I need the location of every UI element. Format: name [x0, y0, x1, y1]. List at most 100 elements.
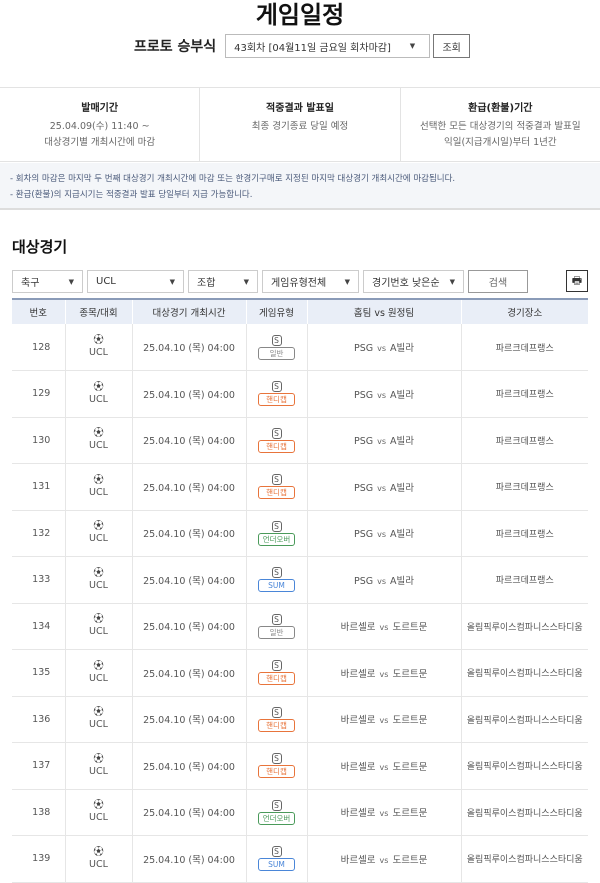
table-row[interactable]: 132 ⚽︎ UCL 25.04.10 (목) 04:00 S 언더오버 PSG vs…: [12, 510, 588, 557]
match-number: 139: [12, 835, 65, 883]
match-time: 25.04.10 (목) 04:00: [131, 696, 246, 743]
teams: PSG vs A빌라: [306, 463, 461, 511]
info-text: 대상경기별 개최시간에 마감: [44, 137, 156, 148]
sport-league: ⚽︎ UCL: [64, 835, 132, 883]
away-team: 도르트문: [392, 761, 428, 773]
league-name: UCL: [89, 393, 108, 405]
game-type: S 핸디캡: [245, 649, 307, 697]
away-team: A빌라: [390, 389, 414, 401]
match-number: 135: [12, 649, 65, 697]
info-text: 익일(지급개시일)부터 1년간: [444, 137, 557, 148]
home-team: PSG: [353, 575, 374, 587]
soccer-ball-icon: ⚽︎: [93, 567, 104, 579]
game-type: S 핸디캡: [245, 417, 307, 464]
venue: 파르크데프랭스: [460, 463, 588, 511]
single-game-icon: S: [271, 846, 282, 858]
league-name: UCL: [89, 486, 108, 498]
game-type: S 핸디캡: [245, 370, 307, 418]
sport-league: ⚽︎ UCL: [64, 510, 132, 557]
round-select[interactable]: 43회차 [04월11일 금요일 회차마감] ▼: [225, 34, 431, 58]
lookup-button[interactable]: 조회: [433, 34, 471, 58]
single-game-icon: S: [271, 334, 282, 346]
table-row[interactable]: 136 ⚽︎ UCL 25.04.10 (목) 04:00 S 핸디캡 바르셀로 vs…: [12, 696, 588, 743]
soccer-ball-icon: ⚽︎: [93, 753, 104, 765]
home-team: 바르셀로: [340, 854, 376, 866]
table-row[interactable]: 138 ⚽︎ UCL 25.04.10 (목) 04:00 S 언더오버 바르셀로 v…: [12, 789, 588, 836]
match-time: 25.04.10 (목) 04:00: [131, 463, 246, 511]
venue: 올림픽루이스컴파니스스타디움: [460, 696, 588, 743]
game-type-badge: 핸디캡: [258, 393, 295, 407]
sport-league: ⚽︎ UCL: [64, 603, 132, 650]
league-name: UCL: [89, 858, 108, 870]
sort-select[interactable]: 경기번호 낮은순 ▼: [363, 270, 464, 293]
section-title: 대상경기: [12, 238, 68, 256]
match-time: 25.04.10 (목) 04:00: [131, 417, 246, 464]
match-time: 25.04.10 (목) 04:00: [131, 789, 246, 836]
chevron-down-icon: ▼: [449, 277, 455, 286]
league-name: UCL: [89, 812, 108, 824]
table-row[interactable]: 135 ⚽︎ UCL 25.04.10 (목) 04:00 S 핸디캡 바르셀로 vs…: [12, 649, 588, 697]
search-button[interactable]: 검색: [468, 270, 528, 293]
table-row[interactable]: 137 ⚽︎ UCL 25.04.10 (목) 04:00 S 핸디캡 바르셀로 vs…: [12, 742, 588, 790]
away-team: A빌라: [390, 436, 414, 448]
match-number: 133: [12, 556, 65, 604]
col-time: 대상경기 개최시간: [131, 298, 246, 324]
venue: 파르크데프랭스: [460, 324, 588, 371]
venue: 파르크데프랭스: [460, 510, 588, 557]
page-title: 게임일정: [255, 1, 345, 29]
sport-league: ⚽︎ UCL: [64, 370, 132, 418]
away-team: 도르트문: [392, 854, 428, 866]
league-name: UCL: [89, 719, 108, 731]
game-type-badge: 일반: [258, 625, 295, 639]
chevron-down-icon: ▼: [169, 277, 175, 286]
soccer-ball-icon: ⚽︎: [93, 474, 104, 486]
game-type: S 핸디캡: [245, 463, 307, 511]
league-name: UCL: [89, 765, 108, 777]
chevron-down-icon: ▼: [68, 277, 74, 286]
table-row[interactable]: 128 ⚽︎ UCL 25.04.10 (목) 04:00 S 일반 PSG vs A빌…: [12, 324, 588, 371]
table-row[interactable]: 139 ⚽︎ UCL 25.04.10 (목) 04:00 S SUM 바르셀로 vs…: [12, 835, 588, 883]
type-select[interactable]: 조합 ▼: [188, 270, 258, 293]
print-button[interactable]: 🖶: [566, 270, 588, 292]
match-time: 25.04.10 (목) 04:00: [131, 649, 246, 697]
match-time: 25.04.10 (목) 04:00: [131, 603, 246, 650]
col-sport-league: 종목/대회: [64, 298, 132, 324]
teams: 바르셀로 vs 도르트문: [306, 742, 461, 790]
soccer-ball-icon: ⚽︎: [93, 614, 104, 626]
table-row[interactable]: 134 ⚽︎ UCL 25.04.10 (목) 04:00 S 일반 바르셀로 vs 도…: [12, 603, 588, 650]
away-team: 도르트문: [392, 622, 428, 634]
soccer-ball-icon: ⚽︎: [93, 521, 104, 533]
single-game-icon: S: [271, 567, 282, 579]
vs-label: vs: [379, 669, 389, 679]
venue: 올림픽루이스컴파니스스타디움: [460, 742, 588, 790]
info-text: 선택한 모든 대상경기의 적중결과 발표일: [419, 121, 581, 132]
game-type: S 일반: [245, 603, 307, 650]
league-name: UCL: [89, 533, 108, 545]
round-selected-value: 43회차 [04월11일 금요일 회차마감]: [234, 42, 391, 54]
league-select[interactable]: UCL ▼: [87, 270, 184, 293]
table-row[interactable]: 131 ⚽︎ UCL 25.04.10 (목) 04:00 S 핸디캡 PSG vs A…: [12, 463, 588, 511]
match-number: 132: [12, 510, 65, 557]
home-team: PSG: [353, 389, 374, 401]
league-name: UCL: [89, 347, 108, 358]
game-type-badge: 핸디캡: [258, 672, 295, 686]
teams: PSG vs A빌라: [306, 417, 461, 464]
table-row[interactable]: 129 ⚽︎ UCL 25.04.10 (목) 04:00 S 핸디캡 PSG vs A…: [12, 370, 588, 418]
table-row[interactable]: 133 ⚽︎ UCL 25.04.10 (목) 04:00 S SUM PSG vs A…: [12, 556, 588, 604]
game-type: S 언더오버: [245, 510, 307, 557]
home-team: PSG: [353, 436, 374, 448]
table-row[interactable]: 130 ⚽︎ UCL 25.04.10 (목) 04:00 S 핸디캡 PSG vs A…: [12, 417, 588, 464]
game-type-badge: 언더오버: [258, 811, 295, 825]
venue: 올림픽루이스컴파니스스타디움: [460, 789, 588, 836]
game-type: S SUM: [245, 835, 307, 883]
round-selector-row: 프로토 승부식 43회차 [04월11일 금요일 회차마감] ▼ 조회: [134, 34, 471, 58]
col-number: 번호: [12, 298, 65, 324]
game-type-select[interactable]: 게임유형전체 ▼: [262, 270, 359, 293]
sport-select[interactable]: 축구 ▼: [12, 270, 83, 293]
single-game-icon: S: [271, 381, 282, 393]
league-name: UCL: [89, 579, 108, 591]
match-time: 25.04.10 (목) 04:00: [131, 324, 246, 371]
filter-bar: 축구 ▼ UCL ▼ 조합 ▼ 게임유형전체 ▼ 경기번호 낮은순 ▼ 검색: [12, 270, 528, 293]
teams: 바르셀로 vs 도르트문: [306, 789, 461, 836]
home-team: 바르셀로: [340, 622, 376, 634]
